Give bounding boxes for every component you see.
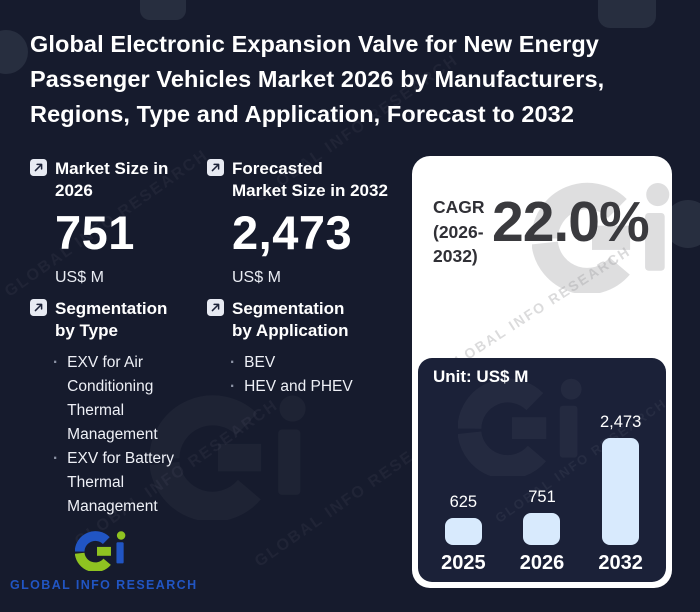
stat-market-size-2026: Market Size in 2026 751 US$ M [30,158,190,287]
brand-name: GLOBAL INFO RESEARCH [10,578,198,592]
bar-column: 2,473 2032 [598,413,643,582]
bar-column: 751 2026 [520,488,565,582]
list-item: · BEV [230,351,397,375]
bullet-dot-icon: · [53,354,59,372]
chart-unit-label: Unit: US$ M [433,367,529,386]
stat-forecast-2032: Forecasted Market Size in 2032 2,473 US$ … [207,158,392,287]
list-item: · EXV for Air Conditioning Thermal Manage… [53,351,195,447]
bullet-dot-icon: · [230,378,236,396]
bar-value-label: 625 [449,492,478,511]
bar-column: 625 2025 [441,493,486,582]
bar-value-label: 751 [528,487,556,506]
segment-application-list: · BEV · HEV and PHEV [230,351,397,399]
bar-year-label: 2032 [598,552,643,574]
list-item: · HEV and PHEV [230,375,397,399]
bar-chart: 625 2025 751 2026 2,473 2032 [424,397,660,582]
cagr-chart-card: GLOBAL INFO RESEARCH CAGR (2026- 2032) 22.… [412,156,672,588]
stat-unit: US$ M [232,269,281,287]
arrow-up-right-icon [30,159,47,176]
stat-unit: US$ M [55,269,104,287]
list-item-text: EXV for Battery Thermal Management [67,450,174,516]
bar-year-label: 2025 [441,552,486,574]
bar [602,438,640,545]
watermark-blob [598,0,656,28]
watermark-blob [140,0,186,20]
bar [444,518,482,545]
stat-label: Forecasted Market Size in 2032 [232,159,388,200]
list-item-text: HEV and PHEV [244,378,353,396]
list-item-text: EXV for Air Conditioning Thermal Managem… [67,354,158,444]
list-item-text: BEV [244,354,276,372]
arrow-up-right-icon [30,299,47,316]
bar [523,513,561,545]
watermark-blob [0,30,28,74]
list-item: · EXV for Battery Thermal Management [53,447,195,519]
segment-type-list: · EXV for Air Conditioning Thermal Manage… [53,351,195,519]
bar-value-label: 2,473 [599,412,642,431]
gir-logo-mark [74,531,126,573]
bar-year-label: 2026 [519,552,565,574]
stat-value: 2,473 [232,206,353,260]
segmentation-by-type: Segmentation by Type · EXV for Air Conditi… [30,298,195,519]
stat-value: 751 [55,206,135,260]
brand-logo: GLOBAL INFO RESEARCH [10,530,198,592]
bullet-dot-icon: · [230,354,236,372]
cagr-value: 22.0% [492,190,650,254]
bullet-dot-icon: · [53,450,59,468]
segment-heading: Segmentation by Type [55,299,168,340]
segmentation-by-application: Segmentation by Application · BEV · HEV and … [207,298,397,399]
arrow-up-right-icon [207,299,224,316]
segment-heading: Segmentation by Application [232,299,349,340]
arrow-up-right-icon [207,159,224,176]
bar-chart-panel: GLOBAL INFO RESEARCH Unit: US$ M 625 2025… [418,358,666,582]
stat-label: Market Size in 2026 [55,159,169,200]
page-title: Global Electronic Expansion Valve for Ne… [30,31,605,127]
cagr-label: CAGR (2026- 2032) [433,197,485,266]
